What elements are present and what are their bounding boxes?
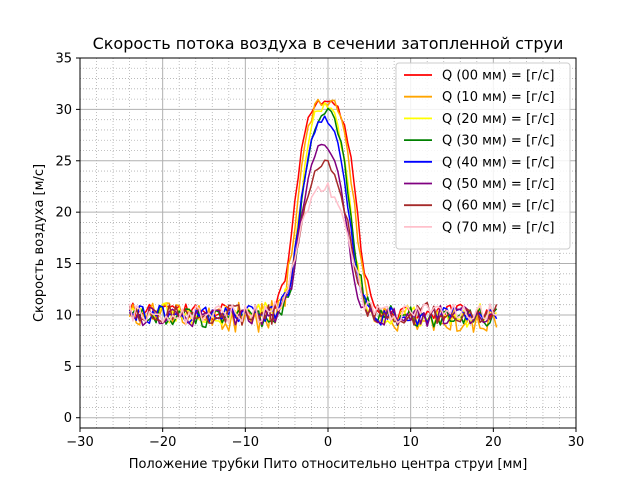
x-tick-label: 10: [402, 435, 419, 450]
x-tick-label: 20: [485, 435, 502, 450]
legend-entry: Q (70 мм) = [г/с]: [442, 220, 554, 235]
series-line-7: [128, 182, 497, 325]
legend: Q (00 мм) = [г/с] Q (10 мм) = [г/с] Q (20 …: [395, 62, 571, 250]
series-line-2: [129, 102, 497, 328]
y-tick-label: 15: [55, 257, 72, 272]
x-axis-label: Положение трубки Пито относительно центр…: [129, 457, 528, 472]
y-tick-label: 0: [64, 411, 72, 426]
x-tick-label: 30: [568, 435, 585, 450]
y-tick-label: 25: [55, 154, 72, 169]
legend-entry: Q (10 мм) = [г/с]: [442, 90, 554, 105]
legend-entry: Q (20 мм) = [г/с]: [442, 112, 554, 127]
x-tick-label: 0: [324, 435, 332, 450]
legend-entry: Q (30 мм) = [г/с]: [442, 134, 554, 149]
legend-box: [395, 62, 571, 250]
x-tick-label: −20: [149, 435, 176, 450]
y-tick-label: 10: [55, 308, 72, 323]
y-tick-label: 30: [55, 103, 72, 118]
y-axis-label: Скорость воздуха [м/с]: [32, 164, 47, 322]
legend-entry: Q (60 мм) = [г/с]: [442, 199, 554, 214]
y-tick-label: 5: [64, 360, 72, 375]
y-tick-label: 20: [55, 206, 72, 221]
legend-entry: Q (00 мм) = [г/с]: [442, 69, 554, 84]
axis-ticks: −30 −20 −10 0 10 20 30 0 5 10 15 20 25 30 35: [55, 52, 584, 451]
chart-title: Скорость потока воздуха в сечении затопл…: [93, 34, 564, 53]
x-tick-label: −10: [232, 435, 259, 450]
y-tick-label: 35: [55, 52, 72, 67]
x-tick-label: −30: [66, 435, 93, 450]
series-layer: [128, 98, 498, 333]
legend-entry: Q (50 мм) = [г/с]: [442, 177, 554, 192]
legend-entry: Q (40 мм) = [г/с]: [442, 155, 554, 170]
